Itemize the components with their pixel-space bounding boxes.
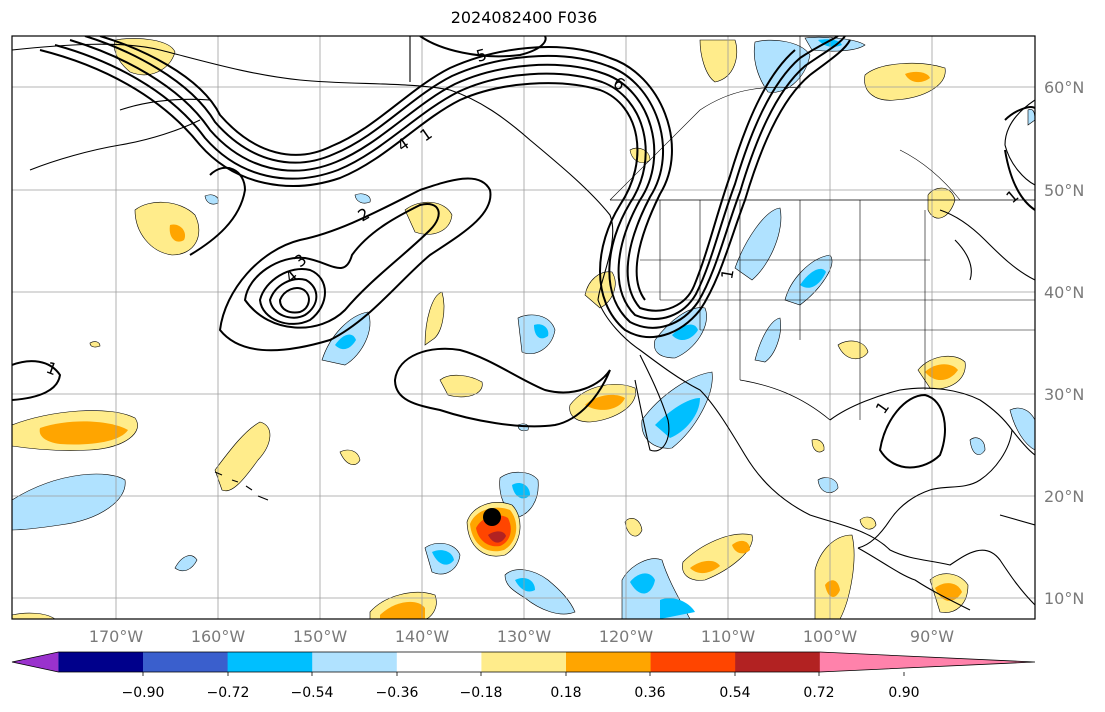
lon-label: 150°W <box>293 627 348 646</box>
lat-label: 20°N <box>1044 487 1084 506</box>
lon-label: 100°W <box>803 627 858 646</box>
lon-label: 90°W <box>910 627 954 646</box>
lon-label: 170°W <box>89 627 144 646</box>
lon-label: 130°W <box>497 627 552 646</box>
colorbar-tick-label: −0.18 <box>460 685 503 701</box>
contour-label: 1 <box>717 267 737 280</box>
contour-lines <box>12 36 1035 469</box>
storm-center-marker <box>483 508 501 526</box>
colorbar-tick-labels: −0.90 −0.72 −0.54 −0.36 −0.18 0.18 0.36 … <box>122 685 920 701</box>
colorbar-tick-label: −0.72 <box>207 685 250 701</box>
colorbar-tick-label: 0.90 <box>888 685 919 701</box>
colorbar-segment <box>650 652 736 672</box>
colorbar-segment <box>143 652 229 672</box>
lat-label: 10°N <box>1044 589 1084 608</box>
lat-label: 60°N <box>1044 78 1084 97</box>
colorbar-segment <box>396 652 482 672</box>
coastlines <box>12 36 1035 611</box>
lon-label: 140°W <box>395 627 450 646</box>
colorbar-extend-low <box>12 652 59 672</box>
colorbar-outline <box>11 651 1036 673</box>
colorbar-segment <box>312 652 398 672</box>
colorbar-segment <box>481 652 567 672</box>
colorbar-tick-label: 0.36 <box>634 685 665 701</box>
colorbar-segment <box>58 652 144 672</box>
colorbar <box>11 651 1036 676</box>
lat-label: 50°N <box>1044 181 1084 200</box>
lat-label: 30°N <box>1044 385 1084 404</box>
colorbar-extend-high <box>819 652 1035 672</box>
latitude-labels: 60°N 50°N 40°N 30°N 20°N 10°N <box>1044 78 1084 608</box>
lon-label: 120°W <box>599 627 654 646</box>
colorbar-segment <box>566 652 652 672</box>
colorbar-tick-label: 0.72 <box>803 685 834 701</box>
map-frame <box>11 35 1036 620</box>
colorbar-tick-label: 0.18 <box>550 685 581 701</box>
longitude-labels: 170°W 160°W 150°W 140°W 130°W 120°W 110°… <box>89 627 954 646</box>
map-title: 2024082400 F036 <box>450 8 598 27</box>
colorbar-tick-label: −0.90 <box>122 685 165 701</box>
colorbar-tick-label: 0.54 <box>719 685 750 701</box>
contour-label: 5 <box>474 45 489 66</box>
lat-label: 40°N <box>1044 283 1084 302</box>
lon-label: 160°W <box>191 627 246 646</box>
colorbar-segment <box>227 652 313 672</box>
colorbar-segment <box>735 652 821 672</box>
lon-label: 110°W <box>701 627 756 646</box>
colorbar-tick-label: −0.36 <box>376 685 419 701</box>
colorbar-tick-label: −0.54 <box>291 685 334 701</box>
